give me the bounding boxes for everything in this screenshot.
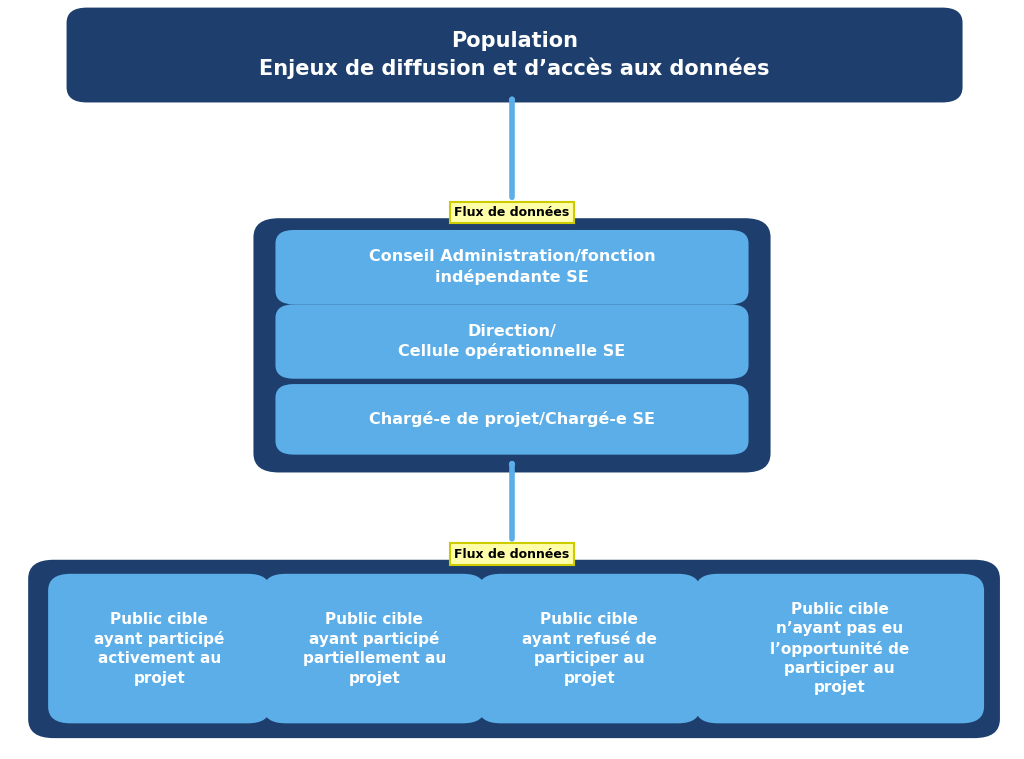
FancyBboxPatch shape [263,574,485,723]
Text: Public cible
ayant participé
partiellement au
projet: Public cible ayant participé partielleme… [303,612,445,685]
Text: Public cible
n’ayant pas eu
l’opportunité de
participer au
projet: Public cible n’ayant pas eu l’opportunit… [770,602,909,695]
Text: Flux de données: Flux de données [455,547,569,561]
Text: Flux de données: Flux de données [455,206,569,219]
FancyBboxPatch shape [29,560,999,738]
FancyBboxPatch shape [478,574,700,723]
Text: Population
Enjeux de diffusion et d’accès aux données: Population Enjeux de diffusion et d’accè… [259,31,770,79]
FancyBboxPatch shape [48,574,270,723]
Text: Public cible
ayant participé
activement au
projet: Public cible ayant participé activement … [94,612,224,685]
FancyBboxPatch shape [695,574,984,723]
Text: Public cible
ayant refusé de
participer au
projet: Public cible ayant refusé de participer … [522,612,656,685]
FancyBboxPatch shape [275,230,749,304]
Text: Conseil Administration/fonction
indépendante SE: Conseil Administration/fonction indépend… [369,250,655,285]
FancyBboxPatch shape [275,384,749,455]
Text: Chargé-e de projet/Chargé-e SE: Chargé-e de projet/Chargé-e SE [369,411,655,427]
FancyBboxPatch shape [67,8,963,102]
FancyBboxPatch shape [275,304,749,379]
FancyBboxPatch shape [254,219,771,472]
Text: Direction/
Cellule opérationnelle SE: Direction/ Cellule opérationnelle SE [398,324,626,359]
